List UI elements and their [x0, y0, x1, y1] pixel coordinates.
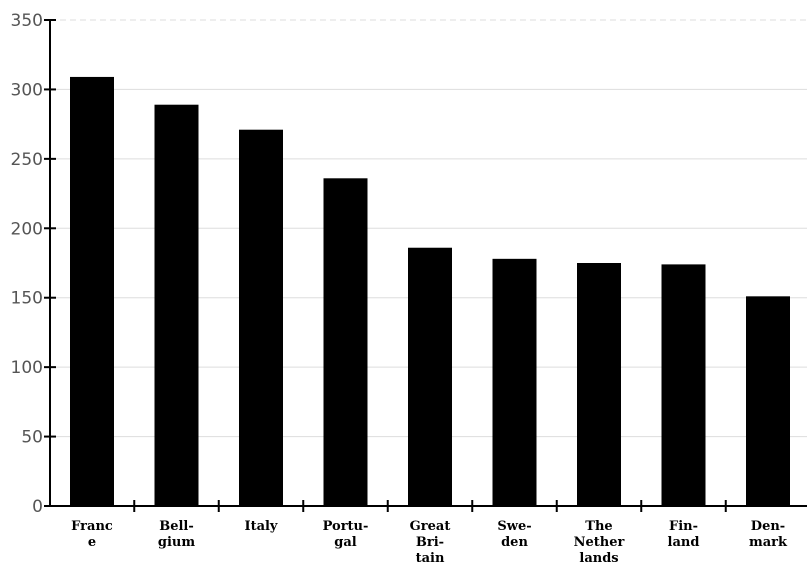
- bar-8: [746, 296, 790, 506]
- bar-1: [154, 104, 199, 507]
- y-tick-label: 200: [11, 219, 43, 239]
- bar-2: [239, 129, 283, 506]
- x-tick-label-line: Portu-: [323, 519, 369, 534]
- axes: [49, 20, 807, 507]
- x-axis-ticks: Franc e Bell-gium Italy Portu-gal Great Bri-ta…: [71, 500, 788, 566]
- y-tick-label: 0: [32, 497, 43, 517]
- y-tick-label: 150: [11, 289, 43, 309]
- x-tick-label: Swe-den: [497, 519, 531, 550]
- y-tick-label: 300: [11, 80, 43, 100]
- x-tick-label-line: mark: [749, 535, 788, 550]
- y-tick-label: 100: [11, 358, 43, 378]
- y-tick-label: 50: [21, 428, 43, 448]
- y-tick-label: 250: [11, 150, 43, 170]
- y-tick-label: 350: [11, 11, 43, 31]
- bar-5: [492, 258, 537, 506]
- x-tick-label: Italy: [244, 519, 277, 534]
- x-tick-label-line: Swe-: [497, 519, 531, 534]
- x-tick-label: Bell-gium: [158, 519, 195, 550]
- x-tick-label: Portu-gal: [323, 519, 369, 550]
- x-tick-label-line: The: [585, 519, 612, 534]
- x-tick-label: Great Bri-tain: [410, 519, 451, 566]
- bar-3: [323, 178, 368, 506]
- x-tick-label: The Nether lands: [574, 519, 625, 566]
- bars: [70, 76, 790, 507]
- x-tick-label: Franc e: [71, 519, 113, 550]
- x-tick-label-line: Fin-: [669, 519, 698, 534]
- bar-4: [408, 247, 452, 506]
- x-tick-label-line: Italy: [244, 519, 277, 534]
- x-tick-label: Fin-land: [668, 519, 700, 550]
- x-tick-label-line: e: [88, 535, 96, 550]
- x-tick-label-line: den: [501, 535, 528, 550]
- x-tick-label-line: Great: [410, 519, 451, 534]
- x-tick-label-line: Nether: [574, 535, 625, 550]
- x-tick-label-line: Bell-: [159, 519, 194, 534]
- y-axis-ticks: 0 50 100 150 200 250 300 350: [11, 11, 56, 517]
- x-tick-label: Den-mark: [749, 519, 788, 550]
- x-tick-label-line: land: [668, 535, 700, 550]
- x-tick-label-line: lands: [579, 551, 618, 566]
- bar-6: [577, 263, 621, 506]
- x-tick-label-line: gium: [158, 535, 195, 550]
- x-tick-label-line: Bri-: [416, 535, 444, 550]
- x-tick-label-line: Franc: [71, 519, 113, 534]
- x-tick-label-line: tain: [416, 551, 445, 566]
- bar-0: [70, 76, 114, 506]
- x-tick-label-line: Den-: [751, 519, 785, 534]
- x-tick-label-line: gal: [334, 535, 357, 550]
- bar-7: [661, 264, 706, 506]
